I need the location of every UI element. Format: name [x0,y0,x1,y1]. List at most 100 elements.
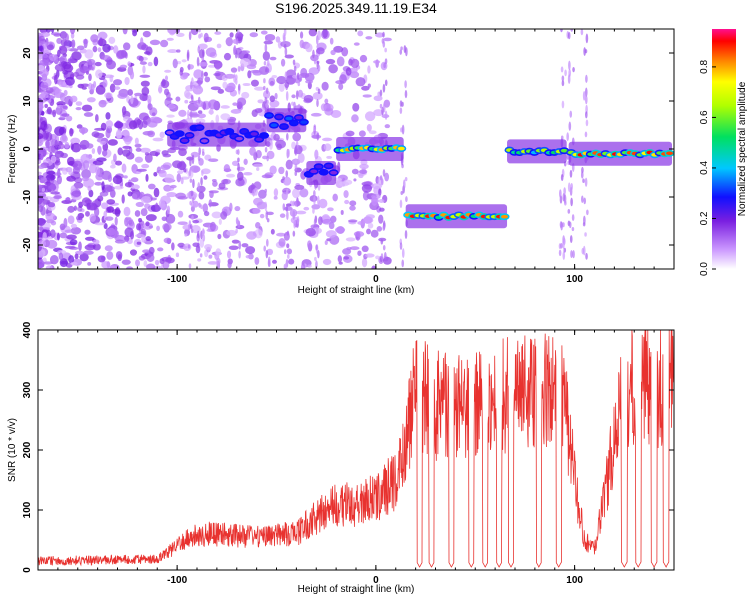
noise-blob [370,229,379,238]
noise-blob [177,221,188,226]
noise-blob [95,165,101,176]
noise-blob [307,240,312,249]
colorbar-tick-label: 0.8 [699,60,710,74]
noise-blob [141,44,149,51]
streak-blob [198,79,201,87]
streak-blob [382,31,385,38]
noise-blob [322,258,332,266]
noise-blob [223,52,232,61]
noise-blob [129,70,135,80]
noise-blob [259,213,265,219]
noise-blob [70,261,78,266]
noise-blob [321,81,329,91]
noise-blob [160,79,170,89]
noise-blob [193,166,199,173]
noise-blob [99,140,107,145]
streak-blob [198,147,201,156]
streak-blob [266,238,269,247]
noise-blob [106,261,111,268]
noise-blob [123,206,131,217]
streak-blob [568,121,572,131]
ridge-core [295,115,303,120]
streak-blob [561,80,565,87]
noise-blob [252,207,261,214]
noise-blob [76,124,83,129]
ridge-core [325,164,333,168]
streak-blob [201,70,204,80]
noise-blob [250,79,259,87]
streak-blob [188,31,192,41]
noise-blob [284,54,294,59]
noise-blob [241,91,250,99]
noise-blob [66,156,75,166]
noise-blob [270,228,275,235]
noise-blob [131,192,143,200]
noise-blob [105,120,114,128]
noise-blob [324,107,334,116]
noise-blob [180,177,184,185]
streak-blob [559,189,562,199]
streak-blob [316,132,320,141]
noise-blob [107,174,112,182]
y-tick-label: 0 [22,146,33,152]
streak-blob [285,170,289,178]
noise-blob [47,201,56,208]
streak-blob [582,91,586,101]
streak-blob [585,111,588,119]
streak-blob [317,88,321,95]
noise-blob [378,188,382,196]
noise-blob [101,181,105,191]
noise-blob [83,38,88,49]
noise-blob [176,173,182,183]
streak-blob [284,262,288,269]
y-tick-label: -10 [22,189,33,204]
noise-blob [46,44,54,51]
noise-blob [109,83,116,93]
noise-blob [123,175,128,179]
noise-blob [269,80,275,86]
streak-blob [238,240,242,250]
streak-blob [568,221,572,229]
noise-blob [83,250,94,255]
streak-blob [570,250,573,258]
noise-blob [211,179,217,183]
noise-blob [371,197,379,204]
noise-blob [308,29,317,37]
ridge-core [270,123,278,128]
streak-blob [235,74,238,81]
noise-blob [291,94,296,99]
noise-blob [45,87,54,94]
streak-blob [263,61,267,66]
spectrogram-y-label: Frequency (Hz) [7,115,18,184]
noise-blob [88,163,98,174]
noise-blob [107,227,116,236]
noise-blob [379,207,385,212]
noise-blob [322,29,328,39]
noise-blob [164,69,172,73]
streak-blob [197,242,200,249]
noise-blob [45,182,57,192]
noise-blob [249,32,259,38]
noise-blob [160,164,171,171]
noise-blob [167,29,171,33]
noise-blob [139,61,147,65]
noise-blob [254,108,263,113]
streak-blob [233,44,237,54]
noise-blob [147,120,158,128]
ridge-core [280,124,288,129]
noise-blob [46,95,56,99]
streak-blob [384,252,387,260]
noise-blob [164,75,169,81]
noise-blob [209,190,214,199]
noise-blob [113,79,123,86]
streak-blob [284,47,288,57]
noise-blob [68,48,79,52]
noise-blob [330,49,336,56]
noise-blob [365,36,373,40]
streak-blob [570,197,573,207]
noise-blob [99,191,109,197]
streak-blob [197,230,200,239]
streak-blob [237,83,241,91]
noise-blob [197,110,203,115]
x-tick-label: 100 [566,274,583,285]
